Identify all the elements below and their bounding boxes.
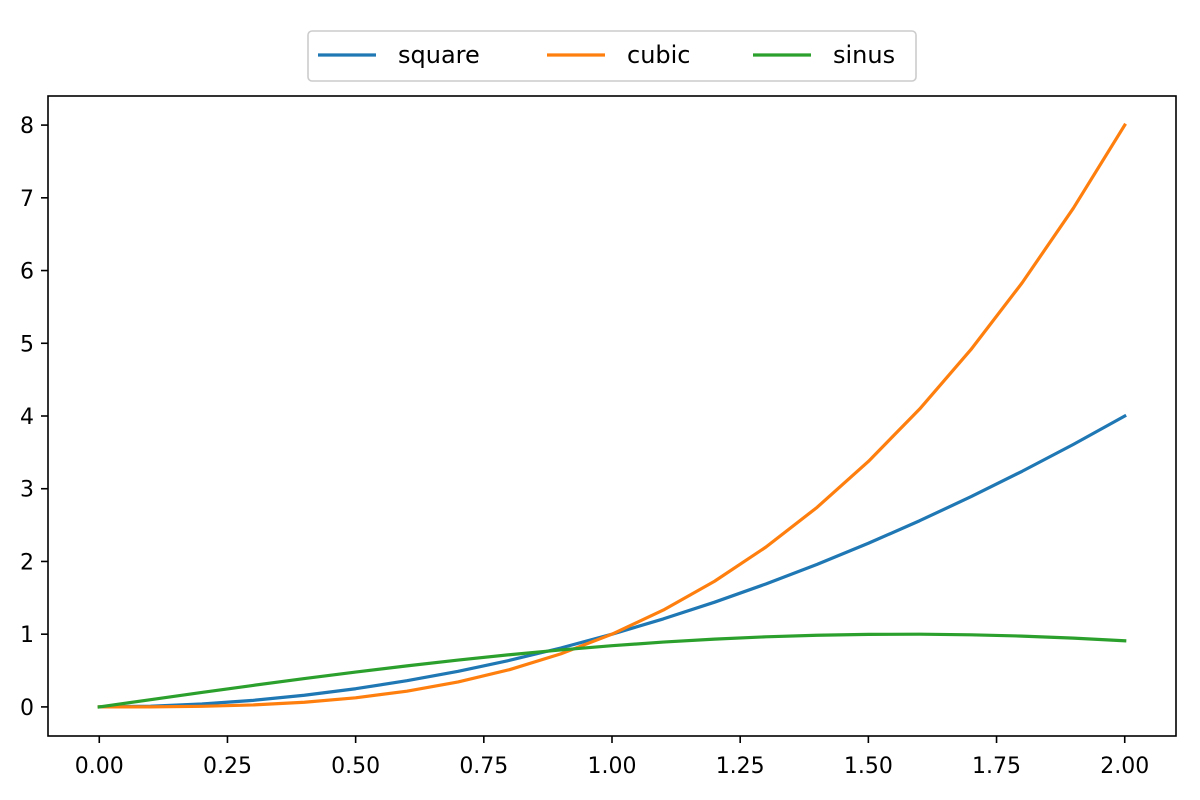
y-tick-label: 6 bbox=[20, 260, 34, 285]
x-tick-label: 1.50 bbox=[844, 754, 893, 779]
y-axis: 0 1 2 3 4 5 6 7 8 bbox=[20, 114, 48, 721]
y-tick-label: 4 bbox=[20, 405, 34, 430]
x-tick-label: 1.25 bbox=[716, 754, 765, 779]
series-line-cubic bbox=[97, 122, 1127, 709]
x-axis: 0.00 0.25 0.50 0.75 1.00 1.25 1.50 1.75 2.00 bbox=[75, 736, 1149, 779]
x-tick-label: 0.75 bbox=[459, 754, 508, 779]
legend-label-sinus: sinus bbox=[833, 41, 895, 69]
x-tick-label: 2.00 bbox=[1100, 754, 1149, 779]
series-line-sinus bbox=[97, 632, 1127, 709]
series-layer bbox=[97, 122, 1127, 709]
legend-box bbox=[307, 30, 917, 82]
legend: square cubic sinus bbox=[307, 30, 917, 82]
legend-label-square: square bbox=[398, 41, 480, 69]
x-tick-label: 1.75 bbox=[972, 754, 1021, 779]
y-tick-label: 8 bbox=[20, 114, 34, 139]
y-tick-label: 5 bbox=[20, 332, 34, 357]
series-line-square bbox=[97, 413, 1127, 709]
plot-frame bbox=[47, 95, 1177, 737]
legend-label-cubic: cubic bbox=[627, 41, 691, 69]
y-tick-label: 0 bbox=[20, 696, 34, 721]
x-tick-label: 0.00 bbox=[75, 754, 124, 779]
y-tick-label: 1 bbox=[20, 623, 34, 648]
x-tick-label: 0.50 bbox=[331, 754, 380, 779]
y-tick-label: 7 bbox=[20, 187, 34, 212]
x-tick-label: 0.25 bbox=[203, 754, 252, 779]
y-tick-label: 2 bbox=[20, 550, 34, 575]
x-tick-label: 1.00 bbox=[588, 754, 637, 779]
y-tick-label: 3 bbox=[20, 478, 34, 503]
